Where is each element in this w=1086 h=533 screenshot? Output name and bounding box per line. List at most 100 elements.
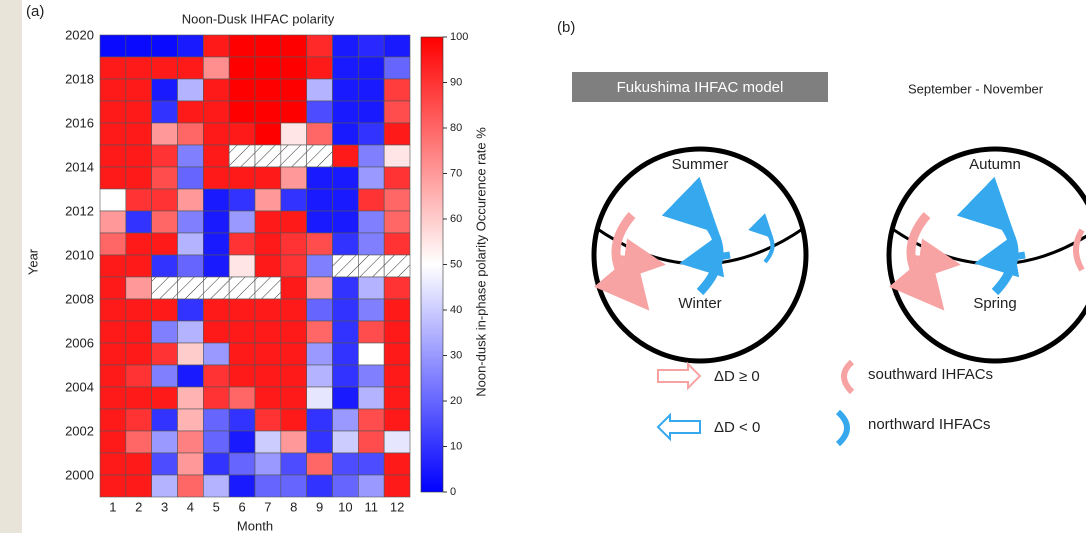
heat-cell <box>254 430 282 454</box>
heat-cell <box>151 408 178 432</box>
heatmap: 1 2 3 4 5 6 7 8 9 10 11 122020201820162014201220102… <box>65 27 468 514</box>
delta-arrow <box>909 238 961 281</box>
heat-cell <box>177 342 204 366</box>
heat-cell <box>280 320 307 344</box>
heat-cell <box>280 122 307 146</box>
heat-cell <box>254 122 282 146</box>
heat-cell <box>99 430 127 454</box>
heat-cell <box>177 320 204 344</box>
heat-cell <box>228 254 256 278</box>
heat-cell <box>383 298 411 322</box>
heat-cell <box>203 474 230 498</box>
heat-cell <box>254 166 282 190</box>
heat-cell <box>358 56 385 80</box>
heat-cell <box>332 144 359 168</box>
heat-cell <box>306 298 333 322</box>
heat-cell <box>151 298 178 322</box>
no-data-cell <box>332 254 359 278</box>
heat-cell <box>203 34 230 58</box>
heat-cell <box>99 144 127 168</box>
heat-cell <box>358 408 385 432</box>
heat-cell <box>358 78 385 102</box>
heat-cell <box>306 474 333 498</box>
heat-cell <box>99 254 127 278</box>
legend-icon <box>841 359 855 395</box>
heat-cell <box>332 232 359 256</box>
heat-cell <box>99 56 127 80</box>
colorbar-tick-label: 20 <box>450 395 462 407</box>
heat-cell <box>254 386 282 410</box>
no-data-cell <box>151 276 178 300</box>
delta-arrow <box>679 235 731 278</box>
heat-cell <box>125 166 152 190</box>
heat-cell <box>358 364 385 388</box>
legend-icon <box>656 412 701 442</box>
heat-cell <box>177 232 204 256</box>
y-tick-label: 2008 <box>65 291 94 306</box>
heat-cell <box>358 342 385 366</box>
heat-cell <box>332 166 359 190</box>
heat-cell <box>280 254 307 278</box>
heat-cell <box>306 34 333 58</box>
model-title-box <box>572 72 828 102</box>
heat-cell <box>306 364 333 388</box>
heat-cell <box>358 320 385 344</box>
heat-cell <box>228 386 256 410</box>
y-tick-label: 2002 <box>65 423 94 438</box>
heat-cell <box>177 408 204 432</box>
heat-cell <box>254 232 282 256</box>
heat-cell <box>151 342 178 366</box>
heat-cell <box>228 78 256 102</box>
heat-cell <box>254 34 282 58</box>
heat-cell <box>125 232 152 256</box>
heat-cell <box>151 122 178 146</box>
northward-arc <box>748 213 775 264</box>
heat-cell <box>280 100 307 124</box>
heat-cell <box>332 430 359 454</box>
heat-cell <box>99 276 127 300</box>
heat-cell <box>332 452 359 476</box>
heat-cell <box>177 34 204 58</box>
colorbar-tick-label: 80 <box>450 122 462 134</box>
heat-cell <box>125 364 152 388</box>
heat-cell <box>99 78 127 102</box>
heat-cell <box>254 100 282 124</box>
heat-cell <box>332 78 359 102</box>
y-tick-label: 2000 <box>65 467 94 482</box>
heat-cell <box>177 144 204 168</box>
heat-cell <box>358 276 385 300</box>
heat-cell <box>99 342 127 366</box>
heat-cell <box>203 188 230 212</box>
delta-arrow <box>974 235 1026 278</box>
heat-cell <box>280 298 307 322</box>
heat-cell <box>203 408 230 432</box>
heat-cell <box>177 166 204 190</box>
heat-cell <box>125 386 152 410</box>
legend-label: southward IHFACs <box>868 366 993 383</box>
heat-cell <box>125 452 152 476</box>
y-tick-label: 2006 <box>65 335 94 350</box>
x-tick-label: 11 <box>365 499 379 514</box>
heat-cell <box>306 122 333 146</box>
heat-cell <box>151 386 178 410</box>
heat-cell <box>99 474 127 498</box>
heat-cell <box>358 452 385 476</box>
heat-cell <box>280 430 307 454</box>
heat-cell <box>254 188 282 212</box>
no-data-cell <box>228 276 256 300</box>
heat-cell <box>203 100 230 124</box>
heat-cell <box>358 100 385 124</box>
legend-icon <box>657 361 702 391</box>
heat-cell <box>332 474 359 498</box>
heat-cell <box>177 210 204 234</box>
colorbar-tick-label: 90 <box>450 76 462 88</box>
y-tick-label: 2018 <box>65 71 94 86</box>
heat-cell <box>125 254 152 278</box>
diagram: (b) Fukushima IHFAC model September - No… <box>557 19 1086 447</box>
y-tick-label: 2010 <box>65 247 94 262</box>
panel-label: (b) <box>557 19 575 36</box>
southward-arc <box>888 212 945 311</box>
heat-cell <box>203 386 230 410</box>
heat-cell <box>358 232 385 256</box>
heat-cell <box>306 56 333 80</box>
